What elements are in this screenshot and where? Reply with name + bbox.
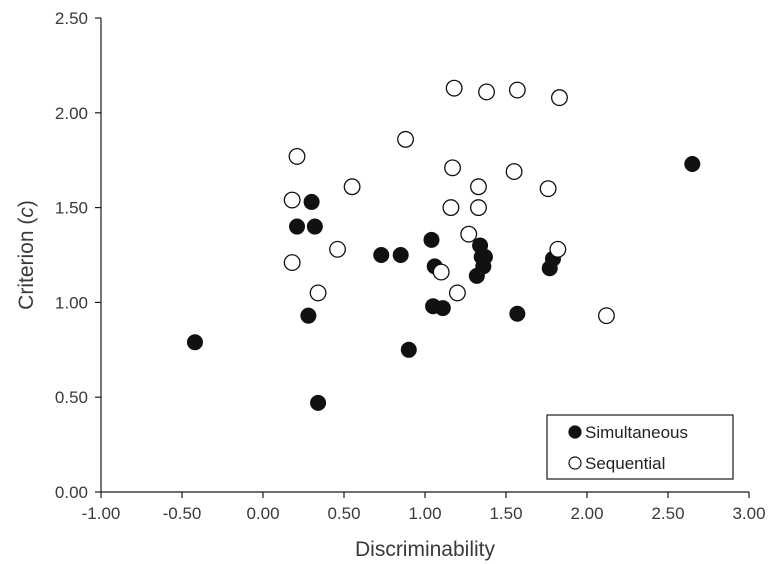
point-sequential	[539, 180, 557, 198]
legend: Simultaneous Sequential	[546, 414, 734, 480]
y-axis-title-prefix: Criterion (	[15, 218, 38, 310]
point-simultaneous	[303, 193, 320, 210]
point-simultaneous	[423, 231, 440, 248]
point-sequential	[470, 199, 487, 217]
y-tick-label: 2.00	[55, 104, 88, 123]
point-sequential	[444, 159, 461, 177]
y-tick-label: 0.00	[55, 483, 88, 502]
point-simultaneous	[400, 341, 417, 358]
point-sequential	[288, 147, 306, 165]
legend-marker-sequential	[568, 456, 582, 470]
point-sequential	[551, 89, 568, 107]
point-simultaneous	[434, 300, 451, 317]
x-tick-label: 1.00	[408, 504, 441, 523]
y-tick-label: 2.50	[55, 9, 88, 28]
x-tick-label: 3.00	[732, 504, 765, 523]
y-axis-title-suffix: )	[15, 200, 38, 207]
x-tick-label: 1.50	[489, 504, 522, 523]
point-sequential	[505, 163, 523, 181]
point-simultaneous	[300, 307, 317, 324]
x-tick-label: -1.00	[82, 504, 121, 523]
x-tick-label: 0.50	[327, 504, 360, 523]
legend-marker-simultaneous	[568, 425, 582, 439]
x-tick-label: -0.50	[163, 504, 202, 523]
x-axis-title: Discriminability	[355, 538, 496, 561]
y-axis-title-variable: c	[15, 207, 38, 218]
point-simultaneous	[289, 218, 306, 235]
point-sequential	[283, 191, 301, 209]
point-sequential	[508, 81, 526, 99]
point-simultaneous	[476, 248, 493, 265]
data-points	[186, 79, 701, 411]
point-sequential	[283, 254, 301, 272]
x-tick-label: 0.00	[246, 504, 279, 523]
x-tick-label: 2.50	[651, 504, 684, 523]
point-sequential	[343, 178, 361, 196]
y-tick-label: 1.50	[55, 199, 88, 218]
point-simultaneous	[509, 305, 526, 322]
x-tick-label: 2.00	[570, 504, 603, 523]
x-axis-ticks: -1.00 -0.50 0.00 0.50 1.00 1.50 2.00 2.50 3.00	[82, 492, 766, 523]
y-tick-label: 0.50	[55, 388, 88, 407]
point-simultaneous	[306, 218, 323, 235]
point-simultaneous	[392, 247, 409, 263]
point-sequential	[442, 199, 460, 217]
point-simultaneous	[373, 247, 390, 263]
point-sequential	[432, 263, 450, 281]
point-simultaneous	[310, 394, 327, 411]
point-sequential	[445, 79, 463, 97]
point-sequential	[478, 83, 496, 101]
y-tick-label: 1.00	[55, 293, 88, 312]
point-sequential	[397, 130, 415, 148]
legend-label: Simultaneous	[585, 423, 688, 442]
y-axis-title: Criterion (c)	[15, 200, 38, 310]
point-sequential	[549, 240, 567, 258]
point-sequential	[329, 240, 346, 258]
point-sequential	[309, 284, 327, 302]
y-axis-ticks: 0.00 0.50 1.00 1.50 2.00 2.50	[55, 9, 101, 502]
point-sequential	[470, 178, 487, 196]
point-simultaneous	[684, 155, 701, 172]
point-sequential	[448, 284, 466, 302]
point-sequential	[460, 225, 478, 243]
point-simultaneous	[186, 334, 203, 351]
legend-label: Sequential	[585, 454, 665, 473]
point-sequential	[597, 307, 615, 325]
